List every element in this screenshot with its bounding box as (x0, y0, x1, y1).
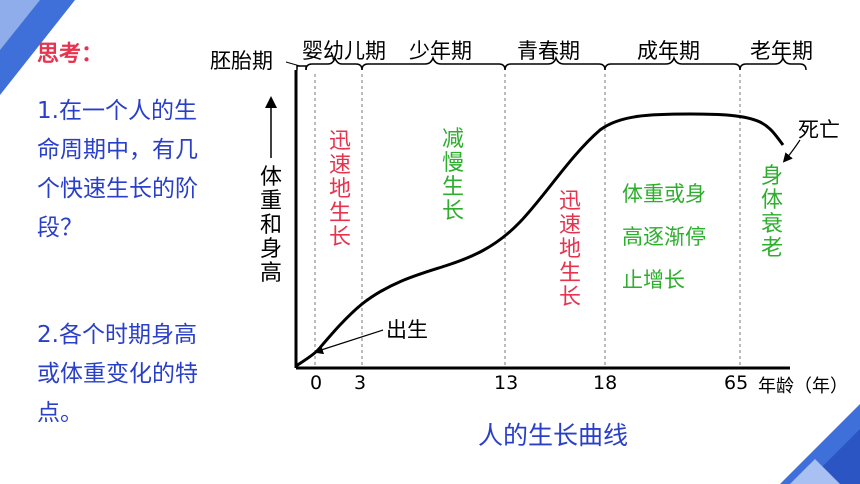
tick-3: 3 (354, 372, 367, 394)
stage-adolescence: 青春期 (517, 39, 580, 63)
annotation-adult-line-1: 体重或身 (622, 182, 706, 206)
question-2: 2.各个时期身高或体重变化的特点。 (37, 322, 198, 426)
brace-adolescence (504, 55, 606, 71)
stage-embryonic: 胚胎期 (210, 49, 273, 73)
stage-adulthood: 成年期 (637, 39, 700, 63)
brace-old-age (739, 55, 807, 71)
slide-heading: 思考： (37, 42, 104, 67)
annotation-birth: 出生 (386, 318, 428, 342)
brace-childhood (361, 55, 506, 71)
y-axis-label: 体重和身高 (259, 165, 282, 286)
brace-embryonic (296, 65, 307, 70)
annotation-slow-growth: 减慢生长 (441, 127, 464, 224)
top-left-decoration (0, 0, 75, 95)
brace-adulthood (604, 55, 741, 71)
decor-triangle-light (0, 0, 40, 50)
decor-triangle-light-br (790, 459, 840, 484)
annotation-decline: 身体衰老 (760, 164, 783, 261)
stage-old-age: 老年期 (750, 39, 813, 63)
annotation-rapid-growth-2: 迅速地生长 (558, 189, 581, 310)
x-axis-unit: 年龄（年） (758, 376, 848, 397)
embryonic-pointer (285, 61, 301, 67)
question-1: 1.在一个人的生命周期中，有几个快速生长的阶段？ (37, 98, 198, 241)
annotation-adult-line-3: 止增长 (622, 268, 685, 292)
tick-13: 13 (494, 372, 519, 394)
diagram-caption: 人的生长曲线 (478, 421, 629, 450)
stage-infancy: 婴幼儿期 (302, 39, 386, 63)
birth-pointer (313, 329, 384, 355)
annotation-rapid-growth-1: 迅速地生长 (328, 129, 351, 250)
tick-0: 0 (310, 372, 323, 394)
tick-65: 65 (724, 372, 749, 394)
death-pointer (782, 139, 801, 163)
stage-childhood: 少年期 (409, 39, 472, 63)
brace-infancy (305, 55, 363, 71)
tick-18: 18 (593, 372, 618, 394)
growth-curve (295, 112, 785, 368)
annotation-adult-line-2: 高逐渐停 (622, 225, 706, 249)
bottom-right-decoration (780, 404, 860, 484)
annotation-death: 死亡 (798, 118, 840, 142)
